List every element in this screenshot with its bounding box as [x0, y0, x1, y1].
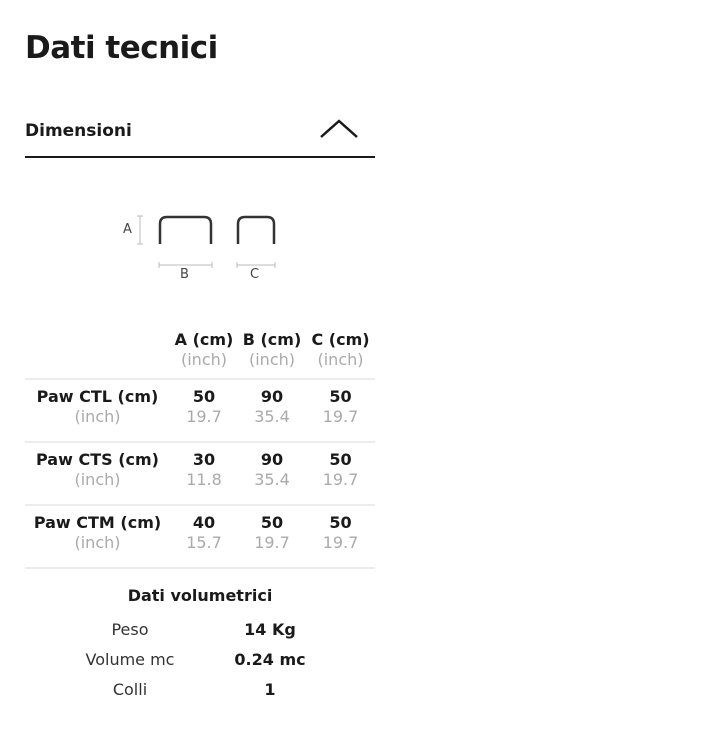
table-cell: 50 19.7 — [306, 378, 375, 442]
table-cell: 50 19.7 — [306, 504, 375, 569]
dimension-label-c: C — [250, 267, 260, 282]
column-header-b: B (cm) (inch) — [242, 330, 302, 369]
volumetric-value: 1 — [264, 680, 276, 699]
table-cell: 90 35.4 — [238, 378, 306, 442]
table-row: Paw CTM (cm) (inch) 40 15.7 50 19.7 50 19.7 — [25, 504, 375, 569]
dimension-diagram — [137, 215, 276, 268]
volumetric-value: 14 Kg — [244, 620, 296, 639]
accordion-label: Dimensioni — [25, 121, 132, 141]
volumetric-title: Dati volumetrici — [127, 586, 273, 605]
row-label: Paw CTL (cm) (inch) — [25, 378, 170, 442]
volumetric-value: 0.24 mc — [234, 650, 306, 669]
volumetric-label: Volume mc — [85, 650, 175, 669]
table-cell: 50 19.7 — [170, 378, 238, 442]
volumetric-row: Volume mc 0.24 mc — [0, 650, 400, 670]
volumetric-label: Peso — [111, 620, 149, 639]
volumetric-row: Colli 1 — [0, 680, 400, 700]
table-cell: 50 19.7 — [306, 441, 375, 505]
table-cell: 90 35.4 — [238, 441, 306, 505]
dimensions-accordion-header[interactable]: Dimensioni — [25, 112, 375, 158]
column-header-a: A (cm) (inch) — [174, 330, 234, 369]
volumetric-label: Colli — [112, 680, 148, 699]
dimension-label-a: A — [123, 222, 132, 237]
dimension-label-b: B — [180, 267, 189, 282]
chevron-up-icon[interactable] — [319, 118, 359, 140]
table-cell: 40 15.7 — [170, 504, 238, 569]
dimensions-table: A (cm) (inch) B (cm) (inch) C (cm) (inch) P… — [25, 330, 375, 569]
row-label: Paw CTS (cm) (inch) — [25, 441, 170, 505]
row-label: Paw CTM (cm) (inch) — [25, 504, 170, 569]
table-header-row: A (cm) (inch) B (cm) (inch) C (cm) (inch) — [25, 330, 375, 379]
table-cell: 50 19.7 — [238, 504, 306, 569]
column-header-c: C (cm) (inch) — [311, 330, 370, 369]
table-row: Paw CTL (cm) (inch) 50 19.7 90 35.4 50 19.7 — [25, 378, 375, 442]
table-cell: 30 11.8 — [170, 441, 238, 505]
volumetric-row: Peso 14 Kg — [0, 620, 400, 640]
page-title: Dati tecnici — [25, 30, 218, 66]
table-row: Paw CTS (cm) (inch) 30 11.8 90 35.4 50 19.7 — [25, 441, 375, 505]
